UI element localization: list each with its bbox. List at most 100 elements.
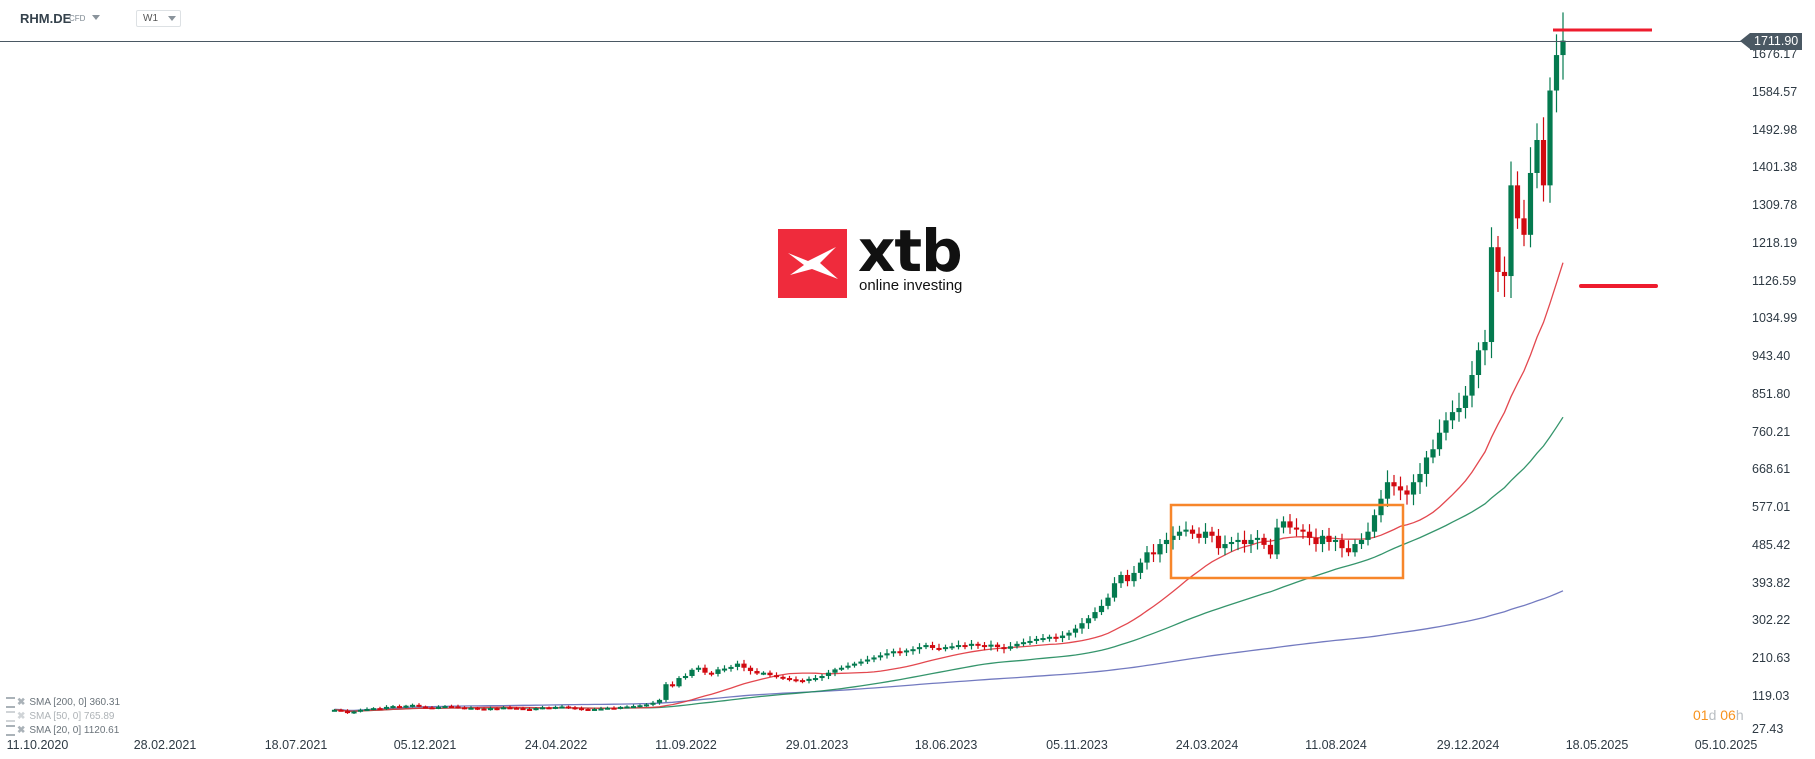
candle-body (1365, 531, 1371, 540)
remove-icon[interactable]: ✖ (17, 711, 26, 723)
candle-body (728, 666, 734, 669)
candle-body (513, 707, 520, 710)
candle-body (572, 707, 578, 710)
candle-body (812, 678, 819, 681)
candle-body (994, 644, 1001, 648)
symbol-dropdown-chevron-icon[interactable] (92, 15, 100, 20)
candle-body (1222, 544, 1228, 549)
candle-body (1397, 486, 1404, 491)
settings-icon[interactable] (6, 711, 15, 722)
candle-body (422, 706, 429, 709)
candle-body (351, 711, 357, 714)
candle-body (1209, 531, 1215, 536)
candle-body (1456, 407, 1462, 413)
settings-icon[interactable] (6, 725, 15, 736)
candle-body (1482, 342, 1488, 351)
candle-body (1274, 527, 1280, 555)
candle-body (630, 706, 637, 709)
candle-body (1488, 247, 1495, 343)
candle-body (338, 709, 344, 712)
remove-icon[interactable]: ✖ (17, 725, 26, 737)
time-axis-label: 18.07.2021 (264, 738, 328, 752)
candle-body (1378, 498, 1384, 516)
candle-body (1163, 539, 1170, 545)
candle-body (832, 669, 838, 673)
candle-body (1040, 638, 1046, 641)
candle-body (793, 679, 799, 682)
price-axis-label: 577.01 (1752, 500, 1791, 515)
candle-body (1332, 539, 1339, 542)
candle-body (708, 672, 715, 675)
candle-body (1417, 473, 1423, 483)
candle-body (637, 705, 643, 708)
chevron-down-icon (168, 16, 176, 21)
candle-body (962, 645, 968, 648)
candle-body (988, 644, 994, 647)
consolidation-box[interactable] (1169, 503, 1405, 580)
price-axis-label: 1492.98 (1752, 122, 1798, 137)
candle-body (1228, 541, 1235, 545)
time-axis-label: 11.10.2020 (6, 738, 69, 752)
candle-body (786, 678, 793, 681)
instrument-type-label: CFD (69, 14, 86, 23)
candle-body (377, 708, 383, 711)
candle-body (533, 708, 539, 711)
symbol-label[interactable]: RHM.DE (20, 11, 72, 26)
candle-body (1027, 640, 1033, 643)
candle-body (539, 707, 546, 710)
candle-body (1443, 420, 1449, 433)
candle-body (617, 706, 624, 709)
candle-body (1280, 521, 1287, 528)
candle-body (1131, 572, 1137, 582)
candle-body (416, 704, 422, 707)
candle-body (390, 706, 396, 709)
candle-body (455, 706, 461, 709)
candle-body (1202, 531, 1209, 538)
settings-icon[interactable] (6, 697, 15, 708)
remove-icon[interactable]: ✖ (17, 697, 26, 709)
price-axis-label: 27.43 (1752, 722, 1784, 736)
time-axis-label: 05.12.2021 (393, 738, 457, 752)
candle-body (734, 663, 741, 667)
candle-body (331, 709, 338, 712)
candle-body (760, 672, 767, 675)
candle-body (344, 710, 351, 714)
indicator-legend-sma200[interactable]: ✖ SMA [200, 0] 360.31 (6, 697, 120, 708)
candle-body (676, 678, 682, 687)
candle-body (903, 650, 910, 653)
candle-body (1241, 539, 1248, 545)
candle-body (682, 675, 689, 679)
candle-body (1111, 583, 1118, 598)
candle-body (1079, 623, 1085, 629)
candle-body (1267, 544, 1274, 555)
time-axis-label: 24.04.2022 (524, 738, 588, 752)
candle-body (1300, 529, 1306, 532)
candle-body (1449, 412, 1456, 421)
candle-body (747, 667, 754, 672)
candle-body (1469, 375, 1475, 396)
price-axis-label: 1034.99 (1752, 311, 1798, 326)
candle-body (1384, 482, 1391, 499)
candle-body (825, 672, 832, 676)
candle-body (1534, 139, 1540, 173)
candle-body (942, 647, 949, 650)
candle-body (695, 667, 702, 670)
time-axis-label: 05.10.2025 (1694, 738, 1758, 752)
candle-body (403, 705, 409, 708)
candle-body (507, 707, 513, 710)
candle-body (1189, 529, 1196, 534)
indicator-legend-sma50[interactable]: ✖ SMA [50, 0] 765.89 (6, 711, 114, 722)
candle-body (448, 706, 455, 709)
candle-body (1098, 605, 1105, 613)
candle-body (1293, 527, 1300, 530)
candle-body (897, 651, 903, 654)
candle-body (929, 645, 936, 648)
candle-body (578, 708, 585, 711)
candle-body (1495, 247, 1501, 272)
candle-body (604, 707, 611, 710)
candle-body (474, 707, 481, 710)
candle-body (468, 707, 474, 710)
timeframe-select[interactable]: W1 (136, 10, 181, 27)
indicator-legend-sma20[interactable]: ✖ SMA [20, 0] 1120.61 (6, 725, 119, 736)
